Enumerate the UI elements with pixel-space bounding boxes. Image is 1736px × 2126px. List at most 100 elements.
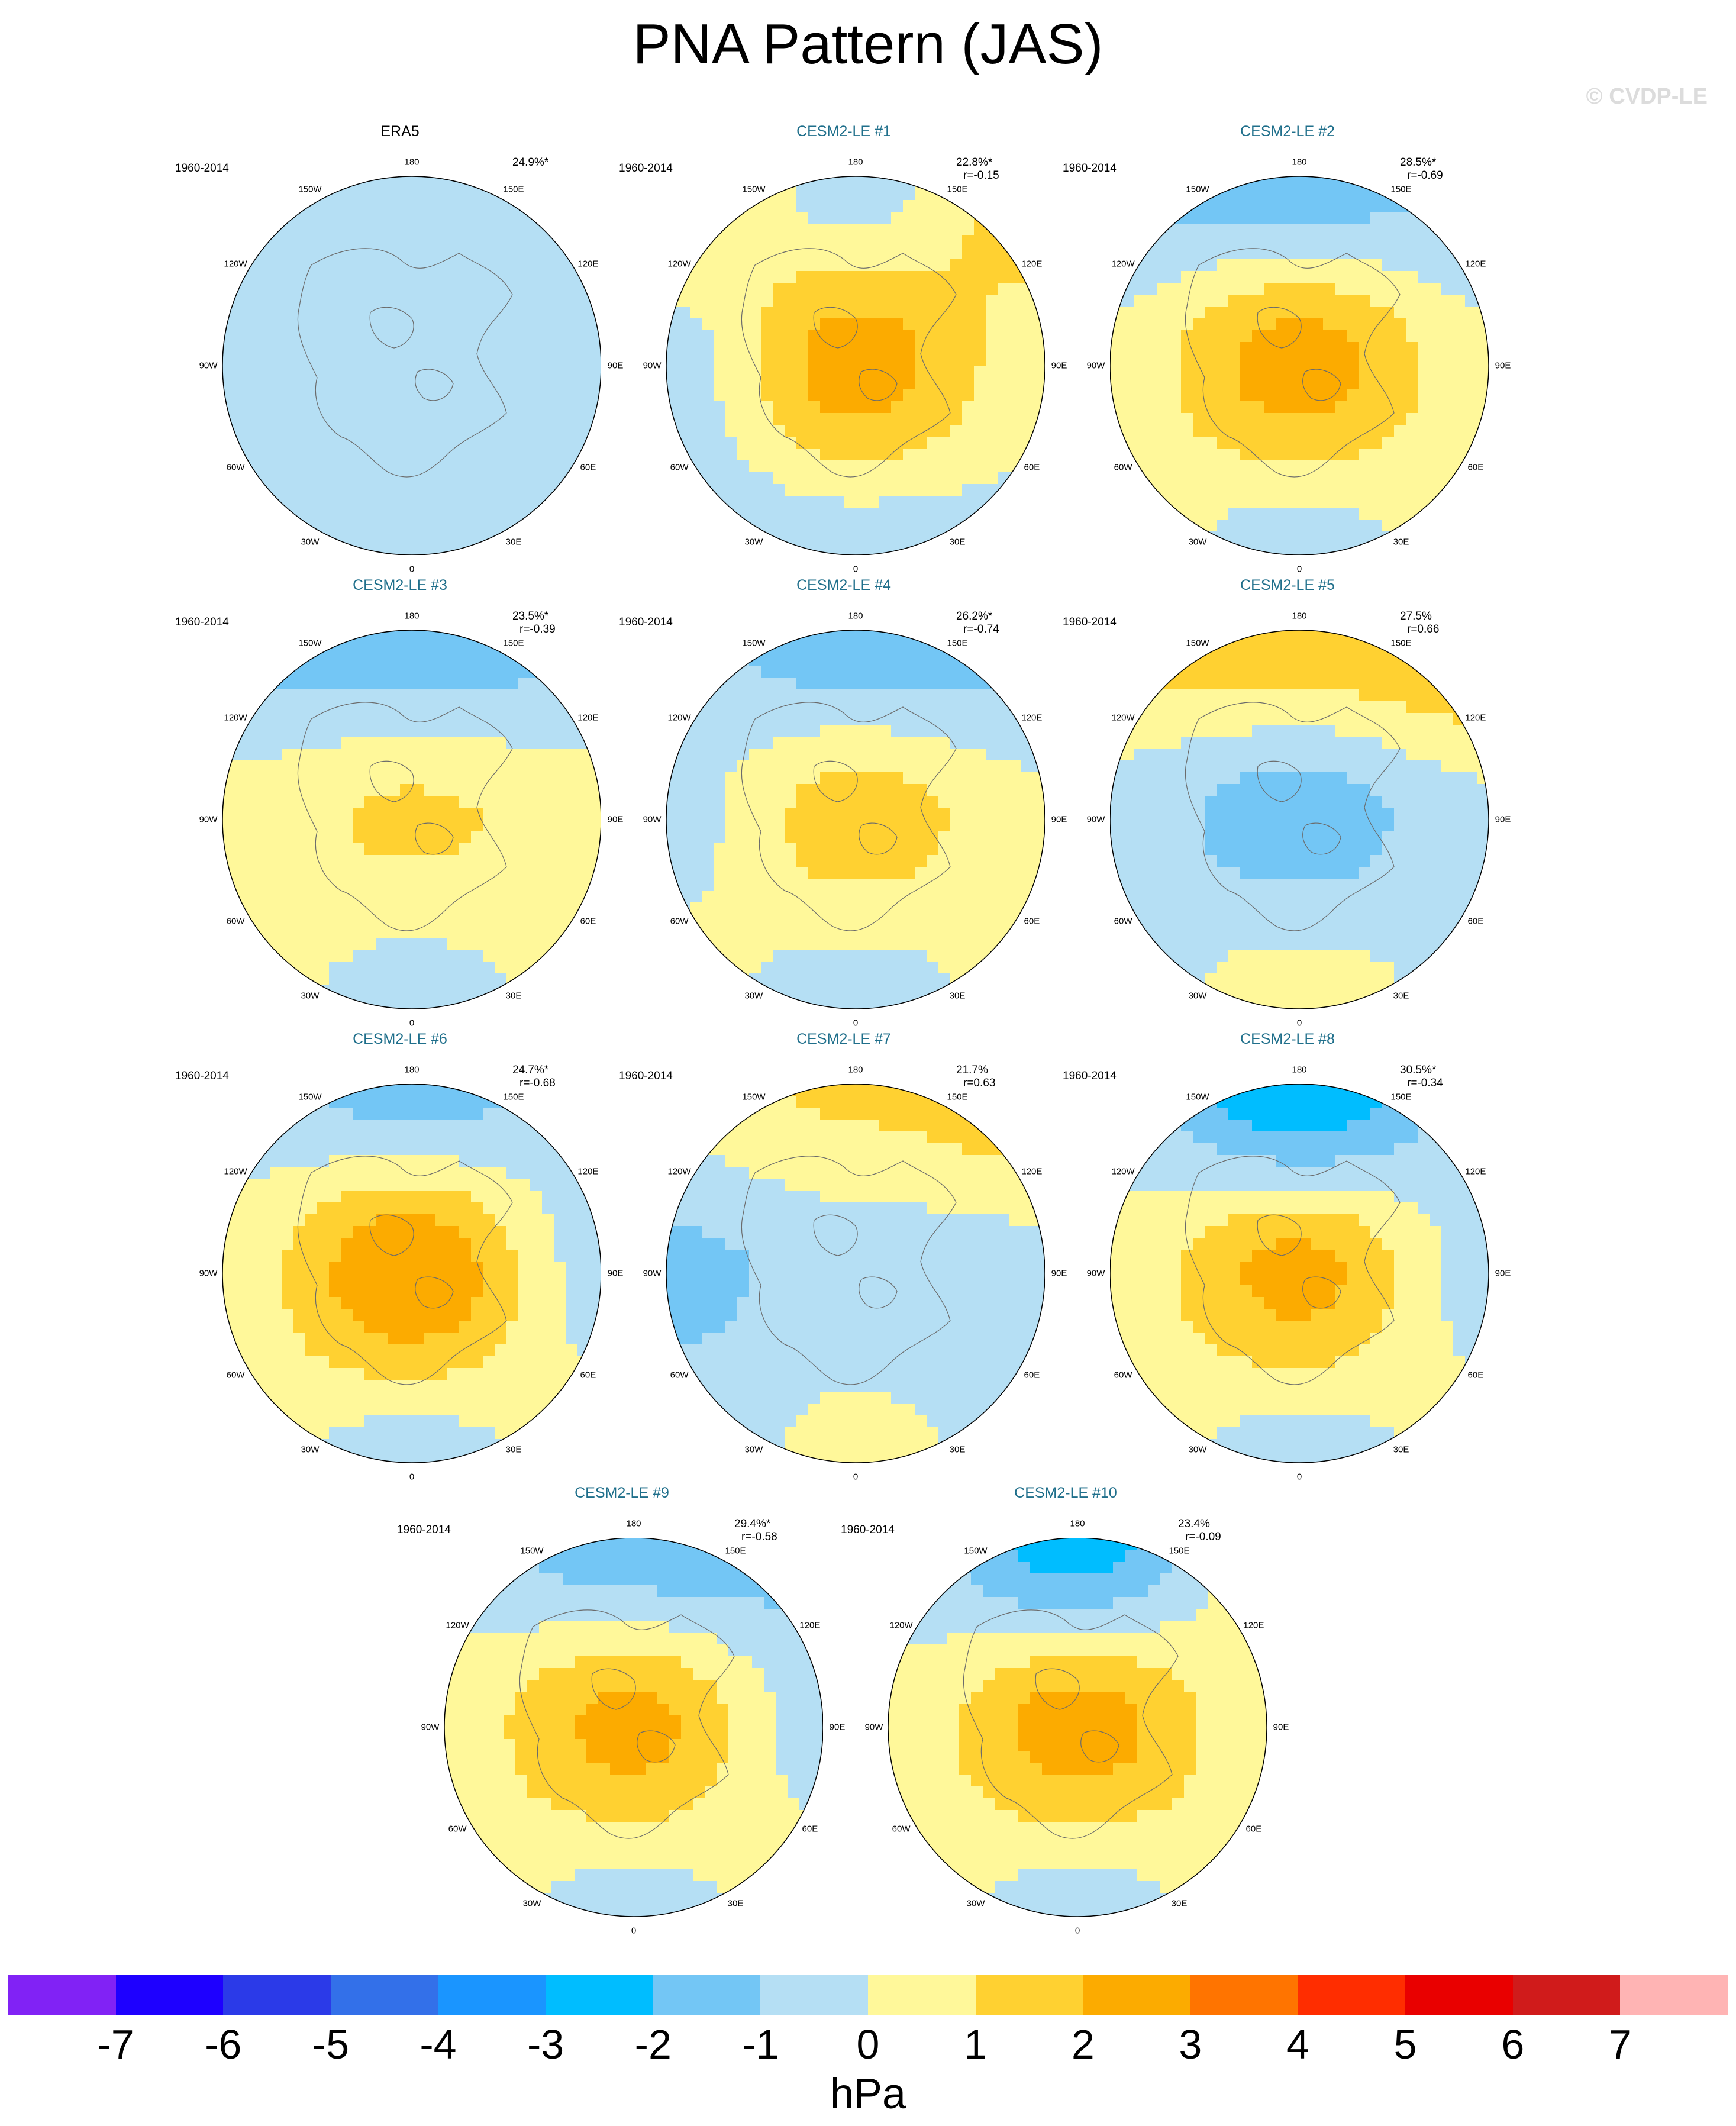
longitude-label: 30E <box>1393 991 1409 1001</box>
longitude-label: 150W <box>520 1546 544 1556</box>
coastline-outline <box>1185 1156 1401 1385</box>
pressure-anomaly-field <box>222 630 601 1009</box>
longitude-label: 150W <box>742 638 766 649</box>
longitude-label: 120W <box>667 712 691 723</box>
longitude-label: 60W <box>226 1370 245 1380</box>
polar-map <box>888 1538 1267 1917</box>
coastline-outline <box>741 1156 957 1385</box>
pressure-anomaly-field <box>444 1538 823 1917</box>
longitude-label: 90W <box>643 814 662 825</box>
longitude-label: 180 <box>1292 157 1307 167</box>
colorbar <box>8 1975 1728 2015</box>
map-panel: CESM2-LE #5 1960-2014 27.5% r=0.66 180 150E 12… <box>1063 577 1512 1033</box>
coastline-outline <box>1185 248 1401 478</box>
panel-title: CESM2-LE #9 <box>575 1485 669 1501</box>
longitude-label: 120E <box>1021 1166 1043 1177</box>
longitude-label: 30E <box>505 991 522 1001</box>
panel-correlation: r=-0.34 <box>1407 1077 1443 1089</box>
panel-title: CESM2-LE #6 <box>353 1031 447 1047</box>
longitude-label: 60E <box>1467 462 1484 473</box>
colorbar-box <box>868 1975 976 2015</box>
longitude-label: 60E <box>1024 1370 1040 1380</box>
longitude-label: 90E <box>1051 1268 1067 1279</box>
colorbar-tick-label: 2 <box>1071 2021 1095 2067</box>
colorbar-tick-label: -4 <box>420 2021 457 2067</box>
longitude-label: 60E <box>1024 916 1040 927</box>
longitude-label: 90E <box>1495 1268 1511 1279</box>
longitude-label: 120E <box>577 1166 599 1177</box>
colorbar-box <box>1083 1975 1190 2015</box>
panel-percent-variance: 30.5%* <box>1400 1064 1437 1076</box>
coastline-outline <box>963 1609 1179 1839</box>
panel-correlation: r=0.63 <box>963 1077 996 1089</box>
longitude-label: 120E <box>799 1620 821 1631</box>
panel-period: 1960-2014 <box>175 616 229 628</box>
map-panel: ERA5 1960-2014 24.9%* 180 150E 120E 90E 60E 30E 0… <box>175 123 625 579</box>
map-panel: CESM2-LE #3 1960-2014 23.5%* r=-0.39 180 150E… <box>175 577 625 1033</box>
longitude-label: 30W <box>744 1444 763 1455</box>
longitude-label: 90W <box>643 360 662 371</box>
longitude-label: 0 <box>853 564 859 575</box>
longitude-label: 120W <box>446 1620 469 1631</box>
colorbar-tick-label: 6 <box>1501 2021 1525 2067</box>
panel-title: CESM2-LE #5 <box>1240 577 1335 593</box>
longitude-label: 120E <box>1021 712 1043 723</box>
colorbar-box <box>653 1975 761 2015</box>
longitude-label: 150W <box>1186 638 1209 649</box>
panel-correlation: r=-0.68 <box>519 1077 556 1089</box>
colorbar-tick-label: 1 <box>964 2021 988 2067</box>
longitude-label: 150W <box>298 184 322 195</box>
longitude-label: 30W <box>1188 1444 1207 1455</box>
panel-title: CESM2-LE #4 <box>796 577 891 593</box>
map-panel: CESM2-LE #4 1960-2014 26.2%* r=-0.74 180 150E… <box>619 577 1069 1033</box>
longitude-label: 150W <box>1186 184 1209 195</box>
polar-map <box>666 1084 1045 1463</box>
longitude-label: 60E <box>580 462 596 473</box>
longitude-label: 90W <box>199 814 218 825</box>
colorbar-box <box>975 1975 1083 2015</box>
pressure-anomaly-field <box>1110 176 1489 555</box>
colorbar-box <box>223 1975 331 2015</box>
longitude-label: 60W <box>892 1824 911 1834</box>
longitude-label: 30E <box>505 537 522 547</box>
longitude-label: 90E <box>1495 814 1511 825</box>
longitude-label: 60W <box>448 1824 467 1834</box>
longitude-label: 90E <box>607 360 624 371</box>
longitude-label: 120W <box>1111 712 1135 723</box>
panel-period: 1960-2014 <box>841 1524 895 1536</box>
longitude-label: 60E <box>580 916 596 927</box>
longitude-label: 150E <box>503 184 524 195</box>
colorbar-labels: -7 -6 -5 -4 -3 -2 -1 0 1 2 3 4 5 6 7 <box>0 2021 1736 2074</box>
coastline-outline <box>1185 702 1401 931</box>
longitude-label: 90W <box>1086 814 1105 825</box>
polar-map <box>444 1538 823 1917</box>
longitude-label: 150W <box>742 184 766 195</box>
longitude-label: 90E <box>607 1268 624 1279</box>
longitude-label: 30E <box>505 1444 522 1455</box>
panel-correlation: r=-0.39 <box>519 623 556 635</box>
panel-correlation: r=-0.74 <box>963 623 999 635</box>
colorbar-tick-label: 0 <box>856 2021 880 2067</box>
longitude-label: 150E <box>947 184 968 195</box>
panel-title: CESM2-LE #7 <box>796 1031 891 1047</box>
panel-correlation: r=0.66 <box>1407 623 1440 635</box>
panel-percent-variance: 21.7% <box>956 1064 988 1076</box>
longitude-label: 120W <box>224 1166 247 1177</box>
longitude-label: 30E <box>727 1898 744 1909</box>
colorbar-tick-label: 3 <box>1179 2021 1202 2067</box>
longitude-label: 90E <box>607 814 624 825</box>
colorbar-box <box>8 1975 116 2015</box>
colorbar-box <box>546 1975 653 2015</box>
panel-period: 1960-2014 <box>619 1070 673 1082</box>
longitude-label: 120W <box>224 712 247 723</box>
longitude-label: 30W <box>744 537 763 547</box>
panel-title: CESM2-LE #10 <box>1014 1485 1117 1501</box>
panel-percent-variance: 23.4% <box>1178 1518 1210 1530</box>
panel-title: ERA5 <box>380 123 420 140</box>
longitude-label: 180 <box>1070 1518 1085 1529</box>
colorbar-box <box>1620 1975 1728 2015</box>
colorbar-tick-label: -6 <box>205 2021 242 2067</box>
longitude-label: 180 <box>404 611 420 621</box>
longitude-label: 60W <box>1114 462 1132 473</box>
polar-map <box>666 176 1045 555</box>
